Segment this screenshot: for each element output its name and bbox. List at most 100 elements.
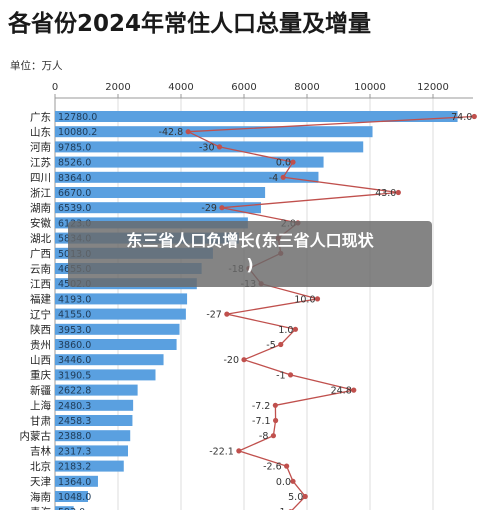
category-label: 青海 [30, 506, 51, 510]
bar-江苏 [55, 156, 324, 168]
bar-青海 [55, 506, 74, 510]
category-label: 江苏 [30, 156, 51, 169]
category-label: 上海 [30, 399, 51, 412]
bar-value-label: 593.0 [58, 507, 85, 510]
x-tick-label: 12000 [417, 82, 449, 93]
increment-point [471, 113, 477, 120]
increment-value-label: 43.0 [375, 188, 396, 199]
caption-line-2: ) [246, 255, 254, 274]
chart-title: 各省份2024年常住人口总量及增量 [8, 11, 372, 37]
bar-湖南 [55, 202, 261, 214]
category-label: 天津 [30, 476, 51, 488]
category-label: 吉林 [30, 445, 51, 458]
increment-value-label: 5.0 [288, 492, 303, 503]
increment-value-label: -27 [206, 310, 222, 321]
bar-四川 [55, 171, 319, 183]
increment-point [273, 417, 279, 424]
x-tick-label: 6000 [231, 82, 256, 93]
x-tick-label: 4000 [168, 82, 193, 93]
category-label: 云南 [30, 262, 51, 275]
category-label: 重庆 [30, 369, 51, 382]
x-tick-label: 0 [52, 82, 58, 93]
increment-point [290, 159, 296, 165]
bar-重庆 [55, 369, 156, 381]
bar-value-label: 2622.8 [58, 386, 91, 397]
category-label: 安徽 [30, 217, 51, 230]
bar-value-label: 6539.0 [58, 203, 91, 214]
bar-value-label: 2458.3 [58, 416, 91, 427]
category-label: 北京 [30, 460, 51, 473]
bar-浙江 [55, 187, 266, 198]
increment-point [287, 372, 294, 378]
bar-value-label: 3860.0 [58, 340, 91, 351]
category-label: 广西 [30, 248, 51, 260]
bar-value-label: 2317.3 [58, 446, 91, 457]
x-tick-label: 8000 [294, 82, 319, 93]
bar-上海 [55, 399, 134, 411]
bar-value-label: 2183.2 [58, 462, 91, 473]
increment-point [236, 448, 242, 454]
increment-value-label: 1.0 [278, 325, 293, 336]
bar-value-label: 3953.0 [58, 325, 91, 336]
category-label: 山西 [30, 355, 51, 367]
increment-value-label: -42.8 [159, 127, 184, 138]
bar-陕西 [55, 323, 180, 335]
category-label: 内蒙古 [20, 430, 52, 443]
bar-广东 [55, 111, 458, 122]
increment-point [284, 463, 290, 469]
increment-value-label: -20 [223, 355, 239, 366]
category-label: 湖北 [30, 233, 51, 245]
bar-辽宁 [55, 308, 186, 320]
increment-point [351, 387, 357, 393]
bar-新疆 [55, 384, 138, 396]
increment-value-label: -7.1 [252, 416, 271, 427]
bar-value-label: 3190.5 [58, 370, 91, 381]
increment-point [216, 144, 223, 150]
bar-value-label: 4193.0 [58, 294, 91, 305]
category-label: 福建 [30, 293, 51, 306]
increment-value-label: -4 [269, 173, 278, 184]
category-label: 浙江 [30, 187, 51, 199]
bar-value-label: 8526.0 [58, 158, 91, 169]
increment-value-label: 24.8 [331, 386, 352, 397]
increment-point [302, 493, 308, 500]
increment-point [395, 189, 401, 196]
category-label: 陕西 [30, 323, 51, 336]
increment-value-label: -8 [259, 431, 268, 442]
increment-value-label: -1 [276, 370, 285, 381]
bar-value-label: 2480.3 [58, 401, 91, 412]
increment-point [292, 326, 299, 332]
bar-value-label: 6670.0 [58, 188, 91, 199]
increment-point [280, 174, 286, 180]
increment-value-label: 74.0 [451, 112, 472, 123]
x-tick-label: 2000 [105, 82, 130, 93]
increment-value-label: 10.0 [294, 294, 315, 305]
increment-value-label: -2.6 [263, 462, 282, 473]
caption-line-1: 东三省人口负增长(东三省人口现状 [126, 231, 374, 250]
bar-山西 [55, 354, 164, 366]
category-label: 山东 [30, 126, 51, 139]
bar-天津 [55, 475, 98, 487]
increment-point [241, 357, 247, 363]
bar-北京 [55, 460, 124, 472]
increment-value-label: 0.0 [276, 158, 291, 169]
category-label: 河南 [30, 141, 51, 154]
category-label: 广东 [30, 110, 51, 123]
category-label: 海南 [30, 490, 51, 503]
bar-吉林 [55, 445, 128, 457]
increment-value-label: 0.0 [276, 477, 291, 488]
increment-point [224, 311, 230, 317]
increment-value-label: -7.2 [252, 401, 271, 412]
category-label: 四川 [30, 172, 51, 184]
increment-point [270, 433, 276, 439]
increment-point [185, 129, 191, 135]
caption-overlay: 东三省人口负增长(东三省人口现状 ) [68, 221, 432, 287]
unit-label: 单位：万人 [10, 60, 63, 72]
increment-point [290, 478, 296, 484]
bar-山东 [55, 126, 373, 138]
category-label: 湖南 [30, 202, 51, 215]
category-label: 贵州 [30, 338, 51, 351]
category-label: 新疆 [30, 384, 51, 397]
bar-value-label: 1048.0 [58, 492, 91, 503]
bar-贵州 [55, 339, 177, 350]
